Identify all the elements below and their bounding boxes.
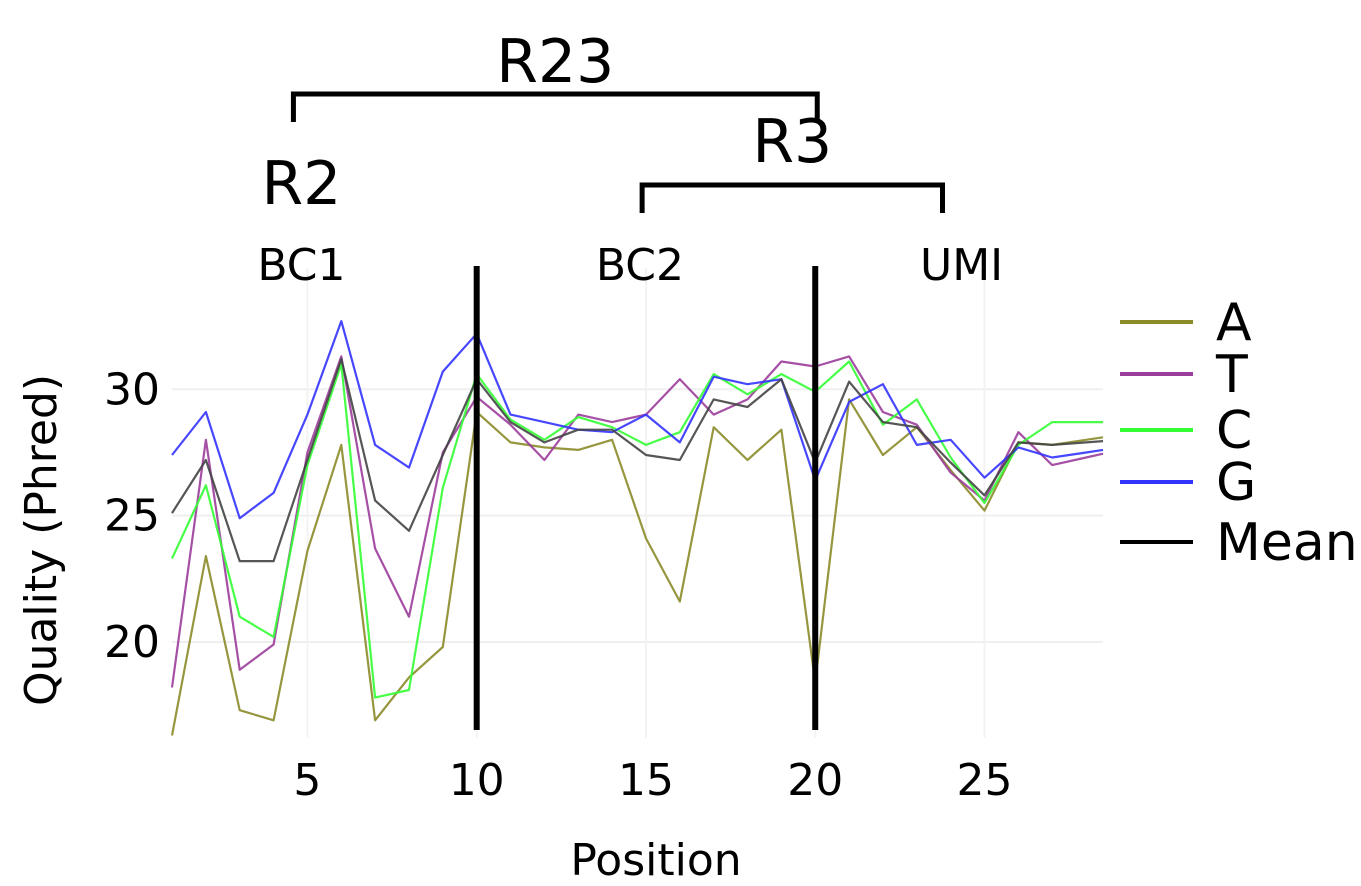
- read-label-r2: R2: [261, 149, 341, 219]
- region-label-bc1: BC1: [257, 240, 345, 291]
- region-label-bc2: BC2: [596, 240, 684, 291]
- y-tick-label-20: 20: [104, 617, 160, 668]
- bracket-label-r3: R3: [752, 107, 832, 177]
- bracket-r23: [290, 91, 820, 122]
- series-line-c: [171, 360, 1103, 699]
- grid-lines: [172, 268, 1103, 738]
- y-axis-label: Quality (Phred): [16, 374, 67, 706]
- x-tick-label-5: 5: [293, 755, 321, 806]
- region-dividers: [473, 266, 819, 730]
- x-tick-label-25: 25: [957, 755, 1013, 806]
- y-tick-label-30: 30: [104, 364, 160, 415]
- legend-label-mean: Mean: [1216, 513, 1358, 573]
- series-line-mean: [171, 357, 1104, 563]
- x-axis-label: Position: [570, 835, 741, 886]
- legend-label-g: G: [1216, 453, 1256, 513]
- series-line-a: [170, 398, 1104, 736]
- legend-label-c: C: [1216, 401, 1252, 461]
- region-labels: BC1 BC2 UMI: [257, 240, 1003, 291]
- region-label-umi: UMI: [920, 240, 1003, 291]
- legend-label-t: T: [1215, 345, 1248, 405]
- y-tick-label-25: 25: [104, 491, 160, 542]
- bracket-label-r23: R23: [496, 27, 614, 97]
- x-tick-label-10: 10: [449, 755, 505, 806]
- x-tick-label-20: 20: [787, 755, 843, 806]
- series-line-g: [171, 320, 1104, 520]
- series-lines: [170, 320, 1104, 736]
- x-axis-ticks: 5 10 15 20 25: [293, 755, 1012, 806]
- legend-label-a: A: [1216, 293, 1252, 353]
- read-brackets: R23 R3 R2: [261, 27, 945, 219]
- bracket-r3: [639, 182, 945, 213]
- x-tick-label-15: 15: [618, 755, 674, 806]
- y-axis-ticks: 20 25 30: [104, 364, 160, 668]
